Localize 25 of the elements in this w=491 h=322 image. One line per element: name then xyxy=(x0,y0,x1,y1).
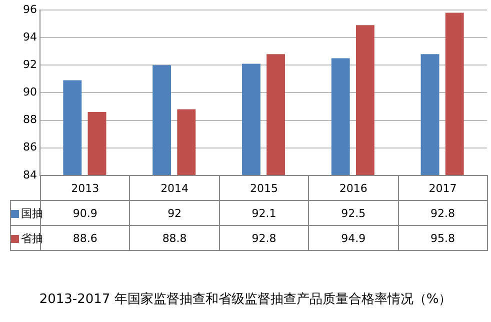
data-label: 92 xyxy=(130,200,220,226)
data-label: 90.9 xyxy=(72,206,98,220)
data-label: 92.8 xyxy=(219,226,309,251)
data-label: 94.9 xyxy=(308,226,398,251)
data-label: 88.6 xyxy=(72,232,98,245)
legend-label: 国抽 xyxy=(21,206,43,220)
text: 2013-2017 年国家监督抽查和省级监督抽查产品质量合格率情况（%） xyxy=(38,291,453,308)
x-tick-label: 2016 xyxy=(308,176,398,201)
x-tick-label: 2015 xyxy=(219,176,309,201)
y-tick-label: 84 xyxy=(22,168,37,182)
y-tick-label: 90 xyxy=(22,86,37,99)
x-tick-label: 2014 xyxy=(130,176,220,201)
legend-label: 省抽 xyxy=(21,232,43,245)
x-tick-label: 2017 xyxy=(398,176,488,201)
data-label: 95.8 xyxy=(398,226,488,251)
data-label: 92.8 xyxy=(398,200,488,226)
x-tick-label: 2013 xyxy=(40,176,130,201)
y-tick-label: 92 xyxy=(22,58,37,71)
data-label: 88.8 xyxy=(130,226,220,251)
y-tick-label: 88 xyxy=(22,113,37,126)
y-tick-label: 86 xyxy=(22,140,37,154)
data-label: 92.1 xyxy=(219,200,309,226)
y-tick-label: 94 xyxy=(22,30,37,44)
y-tick-label: 96 xyxy=(22,2,37,16)
data-label: 92.5 xyxy=(308,200,398,226)
